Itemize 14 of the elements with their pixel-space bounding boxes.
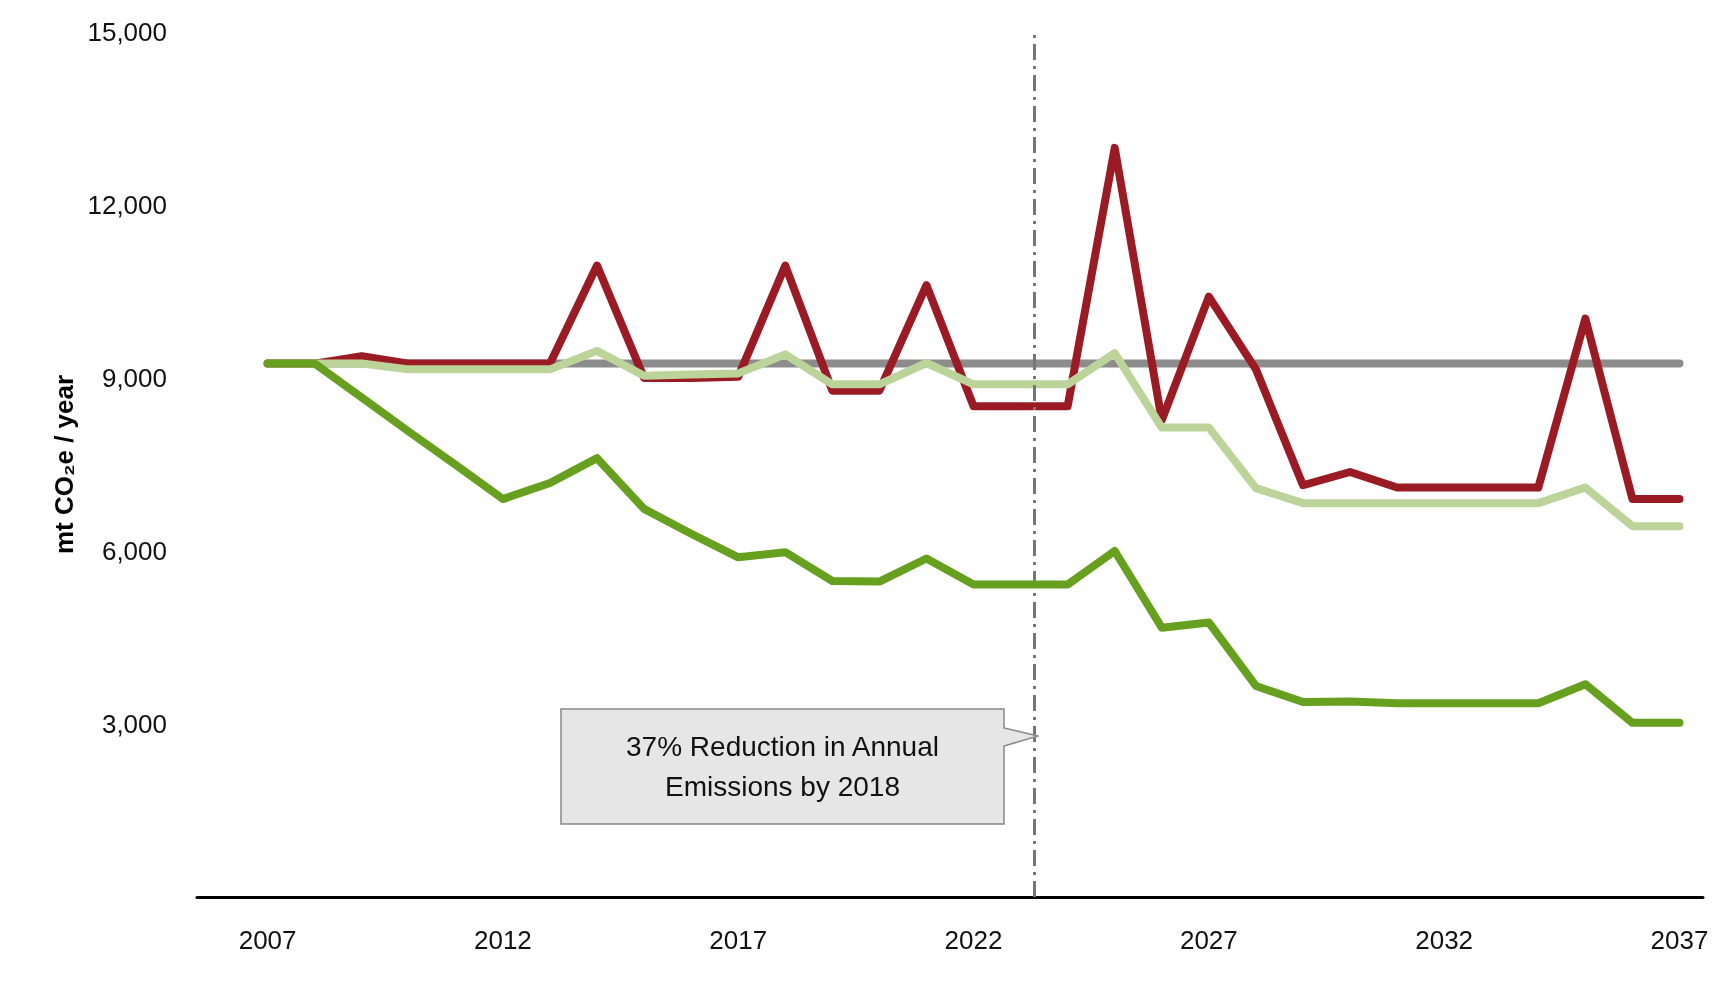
y-tick-label: 9,000 xyxy=(101,363,167,393)
x-tick-label: 2022 xyxy=(944,925,1003,955)
x-tick-label: 2017 xyxy=(709,925,768,955)
x-tick-label: 2012 xyxy=(473,925,532,955)
y-tick-label: 6,000 xyxy=(101,536,167,566)
x-tick-label: 2007 xyxy=(238,925,297,955)
y-tick-label: 12,000 xyxy=(87,190,167,220)
y-axis-title: mt CO₂e / year xyxy=(48,374,79,555)
x-tick-label: 2032 xyxy=(1415,925,1474,955)
x-tick-label: 2037 xyxy=(1650,925,1709,955)
y-tick-label: 3,000 xyxy=(101,709,167,739)
annotation: 37% Reduction in Annual Emissions by 2018 xyxy=(625,729,940,804)
y-tick-label: 15,000 xyxy=(87,17,167,47)
x-tick-label: 2027 xyxy=(1179,925,1238,955)
